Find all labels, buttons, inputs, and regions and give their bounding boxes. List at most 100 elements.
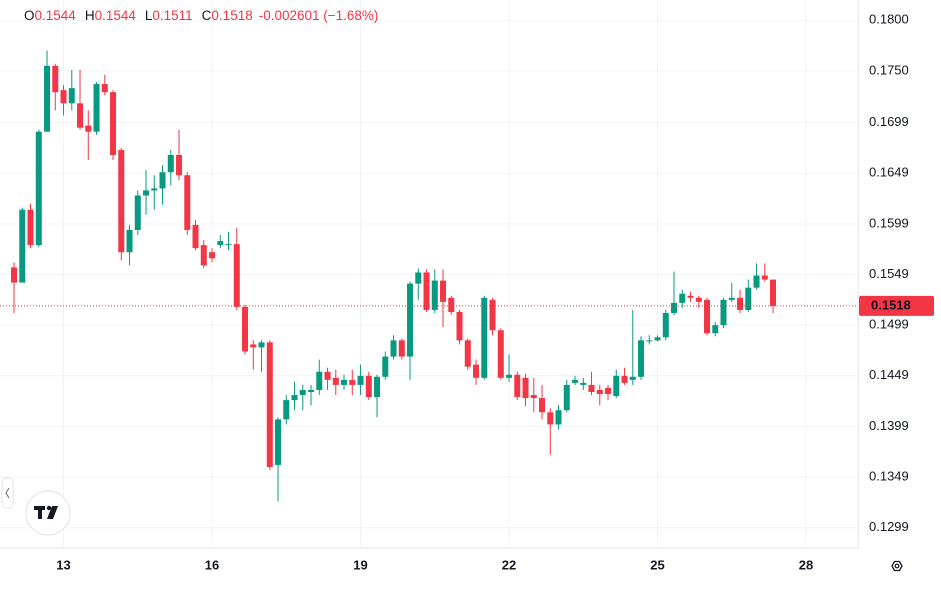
- candle-body: [159, 172, 166, 189]
- candle-body: [662, 312, 669, 338]
- candle-body: [192, 224, 199, 249]
- candle-body: [85, 125, 92, 132]
- candle-body: [679, 293, 686, 303]
- ohlc-key: H: [85, 8, 95, 23]
- candle-body: [242, 306, 249, 352]
- candle-body: [365, 375, 372, 398]
- candle-body: [308, 389, 315, 393]
- candle-body: [563, 384, 570, 411]
- candle-body: [250, 344, 257, 348]
- candle-body: [745, 287, 752, 310]
- candles: [11, 50, 777, 502]
- y-tick-label: 0.1499: [869, 317, 909, 332]
- candle-body: [118, 149, 125, 253]
- change-label: -0.002601 (−1.68%): [259, 8, 379, 23]
- candle-body: [176, 154, 183, 176]
- y-tick-label: 0.1399: [869, 418, 909, 433]
- candle-body: [332, 377, 339, 385]
- candle-body: [151, 188, 158, 191]
- candle-body: [761, 275, 768, 280]
- y-tick-label: 0.1649: [869, 165, 909, 180]
- candle-body: [134, 195, 141, 230]
- candle-body: [431, 280, 438, 310]
- candle-body: [522, 377, 529, 399]
- candle-body: [423, 272, 430, 310]
- candle-body: [60, 90, 67, 104]
- candle-body: [654, 337, 661, 341]
- candle-body: [44, 65, 51, 132]
- candle-body: [728, 297, 735, 300]
- candle-body: [299, 389, 306, 396]
- candle-body: [605, 387, 612, 395]
- candle-body: [720, 299, 727, 326]
- candle-body: [258, 342, 265, 348]
- candle-body: [349, 379, 356, 385]
- candle-body: [712, 325, 719, 334]
- candle-body: [704, 299, 711, 334]
- candle-body: [695, 297, 702, 302]
- ohlc-key: O: [24, 8, 35, 23]
- ohlc-key: C: [202, 8, 212, 23]
- y-tick-label: 0.1699: [869, 114, 909, 129]
- candle-body: [291, 395, 298, 401]
- x-tick-label: 13: [56, 557, 70, 572]
- candle-body: [35, 131, 42, 246]
- candle-body: [489, 299, 496, 331]
- ohlc-header: O0.1544 H0.1544 L0.1511 C0.1518 -0.002601 (−…: [24, 8, 378, 23]
- x-tick-label: 19: [353, 557, 367, 572]
- candle-body: [93, 84, 100, 132]
- candle-body: [110, 92, 117, 155]
- ohlc-value: 0.1544: [35, 8, 77, 23]
- y-tick-label: 0.1449: [869, 367, 909, 382]
- candle-body: [596, 389, 603, 395]
- candle-body: [19, 209, 26, 283]
- x-tick-label: 16: [205, 557, 219, 572]
- last-price-label: 0.1518: [871, 297, 911, 312]
- candle-body: [464, 340, 471, 367]
- candle-body: [225, 244, 232, 246]
- y-tick-label: 0.1549: [869, 266, 909, 281]
- candle-body: [646, 340, 653, 342]
- candle-body: [357, 375, 364, 385]
- candle-body: [448, 297, 455, 312]
- x-tick-label: 25: [650, 557, 664, 572]
- y-tick-label: 0.1299: [869, 519, 909, 534]
- candle-body: [770, 279, 777, 306]
- candle-body: [473, 364, 480, 378]
- candle-body: [506, 374, 513, 378]
- candle-body: [481, 297, 488, 378]
- candle-body: [324, 371, 331, 380]
- candle-body: [200, 245, 207, 266]
- candle-body: [101, 84, 108, 93]
- candle-body: [456, 311, 463, 341]
- candle-body: [283, 400, 290, 420]
- candle-body: [547, 412, 554, 425]
- candle-body: [266, 342, 273, 467]
- candle-body: [572, 379, 579, 383]
- x-tick-label: 28: [799, 557, 813, 572]
- y-tick-label: 0.1800: [869, 12, 909, 27]
- settings-icon[interactable]: [891, 560, 903, 572]
- candle-body: [382, 356, 389, 377]
- candle-body: [233, 244, 240, 307]
- ohlc-value: 0.1518: [211, 8, 252, 23]
- candle-body: [621, 375, 628, 383]
- collapse-tab[interactable]: [1, 477, 14, 509]
- y-tick-label: 0.1349: [869, 469, 909, 484]
- ohlc-value: 0.1511: [152, 8, 192, 23]
- x-tick-label: 22: [502, 557, 516, 572]
- candle-body: [407, 283, 414, 357]
- candle-body: [217, 241, 224, 246]
- last-price-badge: [859, 295, 934, 316]
- ohlc-value: 0.1544: [95, 8, 137, 23]
- candle-body: [209, 252, 216, 259]
- candle-body: [588, 384, 595, 393]
- candle-body: [398, 340, 405, 357]
- logo[interactable]: [25, 490, 71, 536]
- candle-body: [184, 175, 191, 230]
- candle-body: [539, 398, 546, 413]
- candle-body: [613, 375, 620, 397]
- candle-body: [687, 295, 694, 298]
- candle-body: [440, 280, 447, 302]
